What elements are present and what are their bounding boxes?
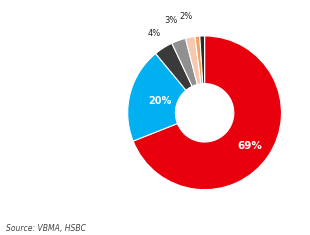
Wedge shape [200,36,205,84]
Text: Source: VBMA, HSBC: Source: VBMA, HSBC [6,224,86,233]
Wedge shape [133,36,281,190]
Wedge shape [195,36,203,84]
Wedge shape [128,54,186,141]
Text: 3%: 3% [165,16,178,25]
Wedge shape [156,43,192,90]
Text: 2%: 2% [179,12,193,21]
Text: 4%: 4% [148,29,161,38]
Wedge shape [172,38,197,86]
Text: 20%: 20% [148,96,171,106]
Text: 69%: 69% [238,141,263,151]
Wedge shape [185,36,201,85]
